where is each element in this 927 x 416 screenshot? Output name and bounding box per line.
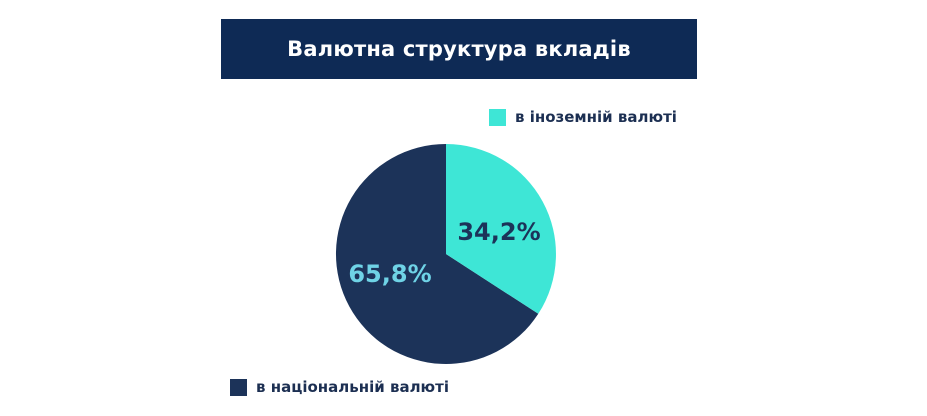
legend-label-foreign: в іноземній валюті: [515, 108, 677, 126]
legend-item-foreign-currency: в іноземній валюті: [489, 108, 677, 126]
pie-chart: 34,2% 65,8%: [335, 144, 556, 364]
slice-label-foreign: 34,2%: [457, 218, 540, 246]
chart-title: Валютна структура вкладів: [287, 37, 631, 61]
legend-label-national: в національній валюті: [256, 378, 449, 396]
title-banner: Валютна структура вкладів: [221, 19, 697, 79]
pie-slice-foreign: [446, 144, 556, 314]
legend-swatch-national: [230, 378, 247, 396]
legend-item-national-currency: в національній валюті: [230, 378, 449, 396]
legend-swatch-foreign: [489, 108, 506, 126]
slice-label-national: 65,8%: [348, 260, 431, 288]
pie-slice-national: [335, 144, 539, 364]
